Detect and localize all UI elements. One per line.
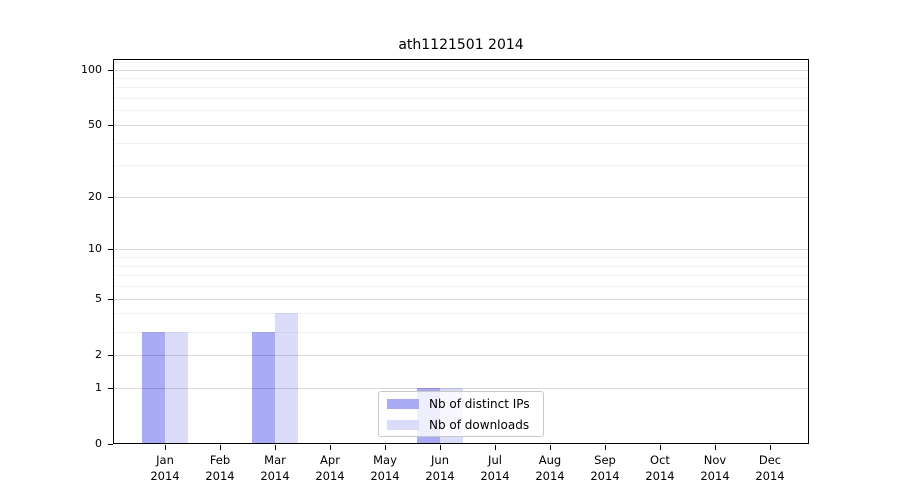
x-tick-jan: [165, 445, 166, 450]
minor-gridline-60: [113, 110, 809, 112]
y-tick-label-50: 50: [88, 118, 102, 131]
x-tick-label-apr: Apr 2014: [315, 452, 344, 484]
x-tick-label-may: May 2014: [370, 452, 399, 484]
month-label: Mar: [264, 453, 286, 467]
year-label: 2014: [700, 469, 730, 483]
gridline-10: [113, 249, 809, 251]
month-label: Sep: [594, 453, 616, 467]
y-tick-label-2: 2: [95, 347, 102, 361]
year-label: 2014: [370, 469, 400, 483]
year-label: 2014: [535, 469, 565, 483]
minor-gridline-4: [113, 313, 809, 315]
legend-label-downloads: Nb of downloads: [429, 417, 530, 432]
minor-gridline-8: [113, 265, 809, 267]
year-label: 2014: [755, 469, 785, 483]
minor-gridline-30: [113, 165, 809, 167]
y-tick-label-1: 1: [95, 380, 102, 394]
y-tick-label-20: 20: [88, 190, 102, 203]
year-label: 2014: [205, 469, 235, 483]
gridline-50: [113, 125, 809, 126]
legend-item-distinct-ips: Nb of distinct IPs: [387, 395, 535, 412]
x-tick-apr: [330, 445, 331, 450]
gridline-1: [113, 387, 809, 389]
x-tick-jun: [440, 445, 441, 450]
x-tick-label-dec: Dec 2014: [755, 452, 784, 484]
minor-gridline-3: [113, 331, 809, 333]
minor-gridline-80: [113, 87, 809, 89]
y-tick-100: [108, 69, 113, 71]
y-tick-20: [108, 197, 113, 198]
y-tick-label-5: 5: [95, 291, 102, 305]
month-label: Feb: [209, 453, 231, 467]
distinct-ips-swatch-icon: [387, 398, 419, 409]
y-tick-2: [108, 354, 113, 356]
x-tick-feb: [220, 445, 221, 450]
year-label: 2014: [260, 469, 290, 483]
y-tick-10: [108, 249, 113, 251]
bar-mar-distinct-ips: [252, 331, 275, 444]
chart-title: ath1121501 2014: [398, 37, 524, 53]
minor-gridline-110: [113, 61, 809, 63]
minor-gridline-9: [113, 257, 809, 259]
x-tick-label-jun: Jun 2014: [425, 452, 454, 484]
plot-area: [113, 59, 809, 444]
x-tick-label-jan: Jan 2014: [150, 452, 179, 484]
month-label: Jun: [431, 453, 449, 467]
y-tick-50: [108, 125, 113, 126]
year-label: 2014: [425, 469, 455, 483]
x-tick-label-feb: Feb 2014: [205, 452, 234, 484]
bar-jan-downloads: [165, 331, 188, 444]
y-tick-1: [108, 387, 113, 389]
y-tick-label-10: 10: [88, 242, 102, 256]
minor-gridline-70: [113, 98, 809, 100]
bar-jan-distinct-ips: [142, 331, 165, 444]
month-label: Jan: [156, 453, 174, 467]
month-label: Jul: [488, 453, 502, 467]
x-tick-label-sep: Sep 2014: [590, 452, 619, 484]
legend-label-distinct-ips: Nb of distinct IPs: [429, 396, 530, 411]
y-tick-5: [108, 298, 113, 300]
gridline-5: [113, 298, 809, 300]
gridline-2: [113, 354, 809, 356]
x-tick-mar: [275, 445, 276, 450]
minor-gridline-40: [113, 142, 809, 144]
month-label: Apr: [320, 453, 340, 467]
month-label: Dec: [758, 453, 782, 467]
month-label: Oct: [650, 453, 670, 467]
x-tick-label-aug: Aug 2014: [535, 452, 564, 484]
downloads-swatch-icon: [387, 419, 419, 430]
x-tick-aug: [550, 445, 551, 450]
x-tick-nov: [715, 445, 716, 450]
month-label: May: [373, 453, 397, 467]
year-label: 2014: [315, 469, 345, 483]
minor-gridline-6: [113, 286, 809, 288]
y-tick-0: [108, 444, 113, 445]
gridline-20: [113, 197, 809, 198]
x-tick-sep: [605, 445, 606, 450]
minor-gridline-7: [113, 275, 809, 277]
year-label: 2014: [480, 469, 510, 483]
bar-mar-downloads: [275, 313, 298, 444]
x-tick-jul: [495, 445, 496, 450]
x-tick-label-nov: Nov 2014: [700, 452, 729, 484]
y-tick-label-100: 100: [81, 62, 102, 76]
year-label: 2014: [645, 469, 675, 483]
x-tick-may: [385, 445, 386, 450]
y-tick-label-0: 0: [95, 437, 102, 450]
year-label: 2014: [150, 469, 180, 483]
x-tick-dec: [770, 445, 771, 450]
x-tick-label-jul: Jul 2014: [480, 452, 509, 484]
gridline-100: [113, 69, 809, 71]
month-label: Aug: [538, 453, 562, 467]
x-tick-oct: [660, 445, 661, 450]
month-label: Nov: [703, 453, 727, 467]
x-tick-label-oct: Oct 2014: [645, 452, 674, 484]
year-label: 2014: [590, 469, 620, 483]
minor-gridline-90: [113, 78, 809, 79]
legend: Nb of distinct IPs Nb of downloads: [378, 391, 544, 437]
x-tick-label-mar: Mar 2014: [260, 452, 289, 484]
legend-item-downloads: Nb of downloads: [387, 416, 535, 433]
